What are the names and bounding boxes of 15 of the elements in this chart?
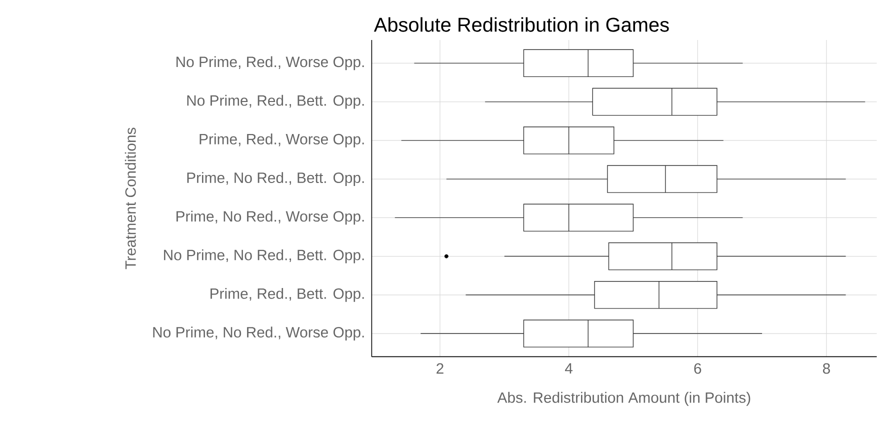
y-tick-label: No Prime, No Red., Bett. Opp. — [164, 249, 364, 264]
y-tick-label: Prime, No Red., Worse Opp. — [176, 210, 364, 225]
y-tick-label: No Prime, Red., Worse Opp. — [176, 56, 364, 70]
y-tick-label: No Prime, No Red., Worse Opp. — [153, 326, 364, 340]
y-tick-label: Prime, Red., Bett. Opp. — [210, 288, 364, 302]
x-tick-label: 4 — [564, 363, 573, 374]
y-tick-label: Prime, Red., Worse Opp. — [200, 133, 364, 148]
y-axis-title: Treatment Conditions — [124, 128, 136, 270]
y-tick-label: No Prime, Red., Bett. Opp. — [187, 94, 364, 109]
x-tick-label: 6 — [694, 363, 702, 374]
chart-title: Absolute Redistribution in Games — [374, 17, 669, 32]
x-tick-label: 8 — [822, 363, 830, 374]
x-tick-label: 2 — [436, 363, 444, 374]
x-axis-title: Abs. Redistribution Amount (in Points) — [497, 392, 750, 406]
y-tick-label: Prime, No Red., Bett. Opp. — [187, 172, 364, 186]
